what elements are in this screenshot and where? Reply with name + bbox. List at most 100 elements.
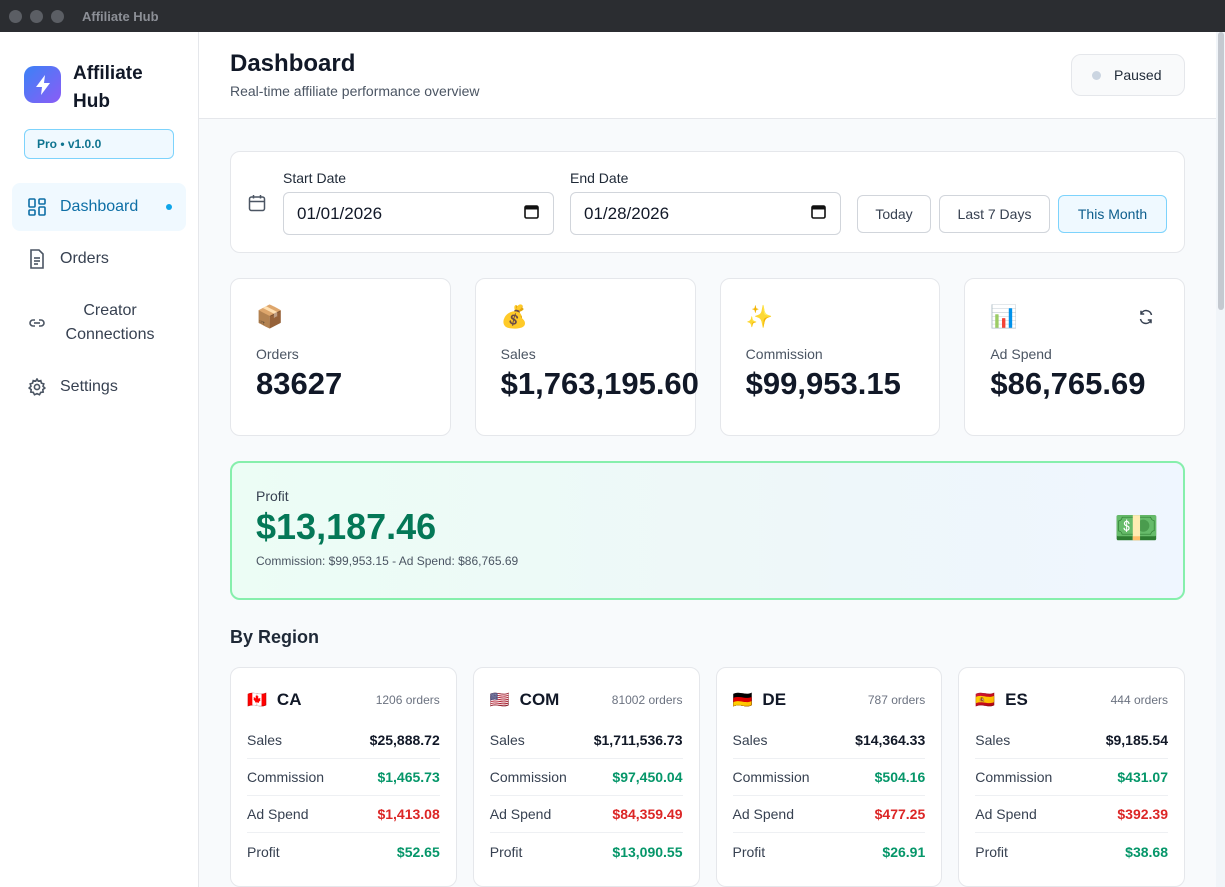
money-bag-icon: 💰 <box>500 304 529 329</box>
row-value: $392.39 <box>1117 806 1168 822</box>
sidebar-item-dashboard[interactable]: Dashboard <box>12 183 186 231</box>
stat-label: Orders <box>256 346 299 362</box>
row-label: Ad Spend <box>975 806 1037 822</box>
region-orders: 444 orders <box>1110 693 1168 707</box>
stat-value: $99,953.15 <box>745 366 901 401</box>
region-cards: 🇨🇦 CA 1206 orders Sales $25,888.72 Commis… <box>230 667 1185 887</box>
gear-icon <box>27 377 47 397</box>
calendar-icon <box>248 194 266 217</box>
row-label: Ad Spend <box>489 806 552 822</box>
lightning-logo-icon <box>24 66 61 103</box>
window-titlebar: Affiliate Hub <box>0 0 1225 32</box>
dollar-bill-icon: 💵 <box>1114 507 1159 548</box>
main-scrollbar[interactable] <box>1216 32 1225 887</box>
date-filter-card: Start Date 01/01/2026 End Date 01/28/202… <box>230 151 1185 253</box>
region-row-commission: Commission $97,450.04 <box>489 759 683 796</box>
region-row-sales: Sales $25,888.72 <box>247 722 440 759</box>
close-window-button[interactable] <box>9 9 22 23</box>
sidebar-item-orders[interactable]: Orders <box>12 235 186 283</box>
row-value: $504.16 <box>874 769 926 785</box>
row-label: Commission <box>247 769 325 785</box>
region-code: ES <box>1005 690 1028 709</box>
row-label: Sales <box>975 732 1011 748</box>
region-card-com: 🇺🇸 COM 81002 orders Sales $1,711,536.73 C… <box>472 667 700 887</box>
start-date-input[interactable]: 01/01/2026 <box>283 192 554 235</box>
calendar-picker-icon[interactable] <box>811 204 826 224</box>
sidebar-item-creator-connections[interactable]: Creator Connections <box>12 287 186 359</box>
region-orders: 787 orders <box>867 693 926 707</box>
main-content: Dashboard Real-time affiliate performanc… <box>199 32 1225 887</box>
stat-value: $86,765.69 <box>990 366 1146 401</box>
page-title: Dashboard <box>230 50 356 77</box>
brand-name: Affiliate Hub <box>73 63 143 112</box>
status-toggle-button[interactable]: Paused <box>1071 54 1185 96</box>
row-value: $477.25 <box>874 806 926 822</box>
region-row-sales: Sales $1,711,536.73 <box>489 722 683 759</box>
row-label: Commission <box>975 769 1053 785</box>
row-value: $26.91 <box>882 843 926 860</box>
region-row-commission: Commission $431.07 <box>975 759 1168 796</box>
sidebar-item-label: Dashboard <box>60 198 139 215</box>
row-label: Profit <box>247 843 280 860</box>
row-label: Sales <box>489 732 525 748</box>
region-row-sales: Sales $14,364.33 <box>732 722 926 759</box>
row-value: $13,090.55 <box>612 843 683 860</box>
start-date-label: Start Date <box>283 170 347 186</box>
start-date-value: 01/01/2026 <box>297 203 383 223</box>
profit-card: Profit $13,187.46 Commission: $99,953.15… <box>230 461 1185 600</box>
refresh-icon[interactable] <box>1138 309 1154 330</box>
row-label: Ad Spend <box>732 806 795 822</box>
stat-value: 83627 <box>256 366 343 401</box>
bar-chart-icon: 📊 <box>990 304 1018 329</box>
region-row-sales: Sales $9,185.54 <box>975 722 1168 759</box>
region-code: COM <box>519 690 560 709</box>
row-value: $52.65 <box>396 843 440 860</box>
calendar-picker-icon[interactable] <box>524 204 539 224</box>
region-code: CA <box>276 690 302 709</box>
sidebar-item-settings[interactable]: Settings <box>12 363 186 411</box>
region-row-ad-spend: Ad Spend $392.39 <box>975 796 1168 833</box>
region-code: DE <box>762 690 787 709</box>
stat-card-sales: 💰 Sales $1,763,195.60 <box>474 278 699 436</box>
region-row-profit: Profit $52.65 <box>247 833 440 870</box>
minimize-window-button[interactable] <box>30 9 43 23</box>
row-label: Profit <box>489 843 523 860</box>
region-row-commission: Commission $504.16 <box>732 759 926 796</box>
end-date-input[interactable]: 01/28/2026 <box>570 192 841 235</box>
stat-value: $1,763,195.60 <box>500 366 699 401</box>
germany-flag-icon: 🇩🇪 <box>732 692 753 709</box>
region-card-ca: 🇨🇦 CA 1206 orders Sales $25,888.72 Commis… <box>230 667 457 887</box>
row-value: $97,450.04 <box>612 769 683 785</box>
status-dot <box>1092 70 1101 80</box>
us-flag-icon: 🇺🇸 <box>489 692 510 709</box>
canada-flag-icon: 🇨🇦 <box>247 692 267 709</box>
region-card-es: 🇪🇸 ES 444 orders Sales $9,185.54 Commissi… <box>958 667 1185 887</box>
end-date-group: End Date 01/28/2026 <box>570 170 841 235</box>
row-value: $84,359.49 <box>612 806 683 822</box>
scrollbar-thumb[interactable] <box>1218 32 1224 310</box>
sidebar-item-label: Orders <box>60 250 109 267</box>
document-icon <box>27 249 47 269</box>
row-value: $1,465.73 <box>377 769 440 785</box>
last-7-days-button[interactable]: Last 7 Days <box>939 195 1050 233</box>
region-row-profit: Profit $38.68 <box>975 833 1168 870</box>
active-indicator-dot <box>166 204 172 210</box>
this-month-button[interactable]: This Month <box>1058 195 1167 233</box>
region-section-title: By Region <box>230 627 320 647</box>
row-value: $9,185.54 <box>1105 732 1168 748</box>
status-label: Paused <box>1114 67 1162 83</box>
row-label: Profit <box>975 843 1008 860</box>
region-row-commission: Commission $1,465.73 <box>247 759 440 796</box>
today-button[interactable]: Today <box>857 195 931 233</box>
app-window: Affiliate Hub Pro • v1.0.0 Dashboard Ord… <box>0 32 1225 887</box>
row-label: Profit <box>732 843 766 860</box>
profit-label: Profit <box>256 488 289 504</box>
stat-label: Sales <box>500 346 536 362</box>
row-value: $1,711,536.73 <box>593 732 683 748</box>
page-header: Dashboard Real-time affiliate performanc… <box>199 32 1225 119</box>
row-value: $25,888.72 <box>369 732 440 748</box>
zoom-window-button[interactable] <box>51 9 64 23</box>
region-orders: 81002 orders <box>611 693 683 707</box>
sidebar-nav: Dashboard Orders Creator Connections S <box>12 183 186 411</box>
profit-value: $13,187.46 <box>256 506 437 547</box>
